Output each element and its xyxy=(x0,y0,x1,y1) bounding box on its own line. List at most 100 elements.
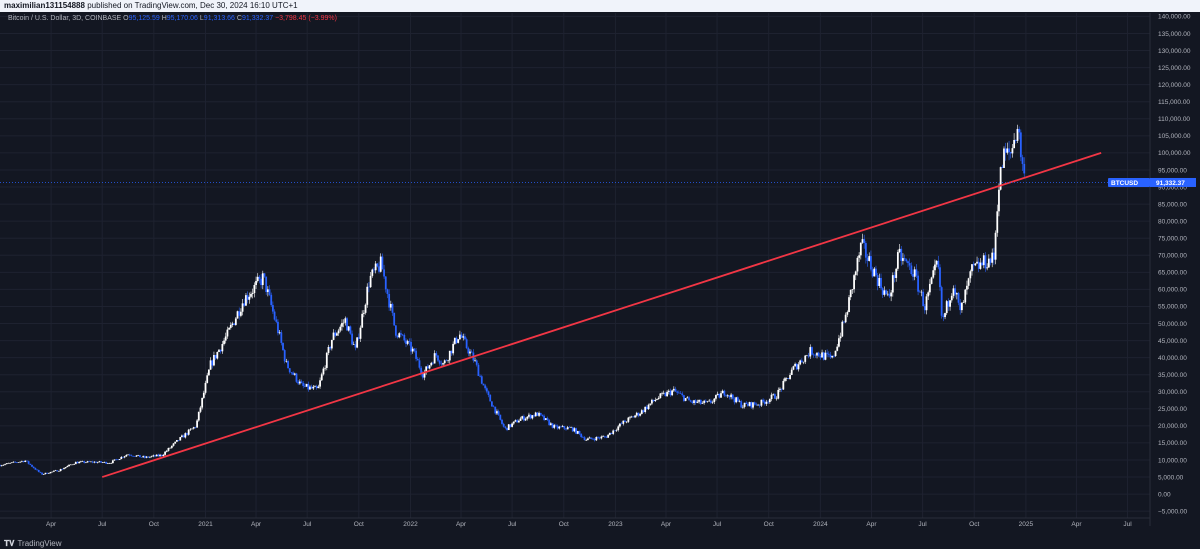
y-tick-label: 115,000.00 xyxy=(1158,99,1190,106)
candle-body xyxy=(517,420,520,423)
candle-body xyxy=(915,269,918,276)
candle-body xyxy=(908,263,911,266)
publish-header: maximilian131154888 published on Trading… xyxy=(0,0,1200,12)
candle-body xyxy=(774,394,776,399)
candle-body xyxy=(381,256,384,270)
symbol-badge xyxy=(1108,177,1150,187)
close-label: C xyxy=(236,15,242,22)
candle-body xyxy=(954,288,957,295)
candle-body xyxy=(952,288,955,296)
symbol-label[interactable]: Bitcoin / U.S. Dollar, 3D, COINBASE xyxy=(8,15,122,22)
candle-body xyxy=(758,404,761,406)
open-label: O xyxy=(123,15,129,22)
candle-body xyxy=(629,416,631,418)
candle-body xyxy=(219,349,222,352)
y-tick-label: 100,000.00 xyxy=(1158,150,1191,157)
candle-body xyxy=(54,470,57,471)
candle-body xyxy=(812,354,815,356)
candle-body xyxy=(241,303,244,312)
candle-body xyxy=(310,386,313,389)
candle-body xyxy=(268,289,271,295)
candle-body xyxy=(261,273,264,286)
candle-body xyxy=(768,399,771,403)
candle-body xyxy=(204,382,207,393)
candle-body xyxy=(214,354,217,359)
candle-body xyxy=(157,454,160,457)
candle-body xyxy=(10,462,13,463)
candle-body xyxy=(32,466,35,469)
candle-body xyxy=(364,304,367,313)
candle-body xyxy=(2,464,5,466)
candle-body xyxy=(187,429,190,435)
y-tick-label: 80,000.00 xyxy=(1158,218,1187,225)
candle-body xyxy=(192,427,195,429)
candle-body xyxy=(322,368,325,375)
candle-body xyxy=(610,432,613,434)
x-tick-label: Oct xyxy=(559,521,569,528)
candle-body xyxy=(844,314,847,323)
candle-body xyxy=(140,457,143,458)
candle-body xyxy=(694,400,697,403)
candle-body xyxy=(150,456,153,457)
candle-body xyxy=(733,398,736,403)
candle-body xyxy=(824,352,827,360)
candle-body xyxy=(679,393,682,394)
candle-body xyxy=(573,428,576,432)
candle-body xyxy=(27,461,30,464)
candle-body xyxy=(61,469,64,470)
candle-body xyxy=(374,263,377,271)
candle-body xyxy=(595,437,598,441)
tradingview-logo-icon[interactable]: 𝐓𝐕 xyxy=(4,539,15,548)
candle-body xyxy=(671,390,674,396)
price-badge-value: 91,332.37 xyxy=(1156,180,1185,187)
candle-body xyxy=(588,437,591,439)
y-tick-label: 110,000.00 xyxy=(1158,116,1190,123)
candle-body xyxy=(469,351,471,354)
y-tick-label: 5,000.00 xyxy=(1158,474,1184,481)
candle-body xyxy=(401,334,404,336)
candle-body xyxy=(814,354,817,356)
candle-body xyxy=(330,339,333,349)
candle-body xyxy=(971,264,973,272)
candle-body xyxy=(937,260,940,268)
candle-body xyxy=(715,395,717,399)
candle-body xyxy=(967,278,970,286)
candle-body xyxy=(175,439,178,442)
candle-body xyxy=(795,363,798,370)
candle-body xyxy=(657,397,660,400)
candle-body xyxy=(910,265,913,275)
candle-body xyxy=(944,313,946,318)
candle-body xyxy=(285,361,288,362)
candle-body xyxy=(512,421,515,424)
candle-body xyxy=(448,350,451,361)
candle-body xyxy=(17,462,20,463)
author-name[interactable]: maximilian131154888 xyxy=(4,1,85,10)
candle-body xyxy=(218,349,220,352)
candle-body xyxy=(934,264,936,271)
candle-body xyxy=(307,383,310,390)
candle-body xyxy=(942,315,945,318)
candle-body xyxy=(506,427,508,431)
candle-body xyxy=(816,352,818,356)
x-tick-label: Apr xyxy=(456,521,467,528)
candle-body xyxy=(747,403,749,406)
candle-body xyxy=(56,470,59,472)
candle-body xyxy=(162,454,165,457)
candle-body xyxy=(393,312,396,326)
candle-body xyxy=(341,323,343,327)
candle-body xyxy=(927,292,930,297)
candle-body xyxy=(784,378,786,381)
candle-body xyxy=(408,341,411,342)
candle-body xyxy=(666,391,668,397)
candle-body xyxy=(177,439,180,441)
candle-body xyxy=(570,427,572,428)
candle-body xyxy=(324,367,327,369)
candle-body xyxy=(278,332,281,334)
candle-body xyxy=(34,468,37,470)
candle-body xyxy=(922,291,925,307)
brand-label[interactable]: TradingView xyxy=(17,539,62,548)
x-tick-label: Jul xyxy=(713,521,722,528)
candle-body xyxy=(866,257,869,261)
candle-body xyxy=(841,321,844,337)
